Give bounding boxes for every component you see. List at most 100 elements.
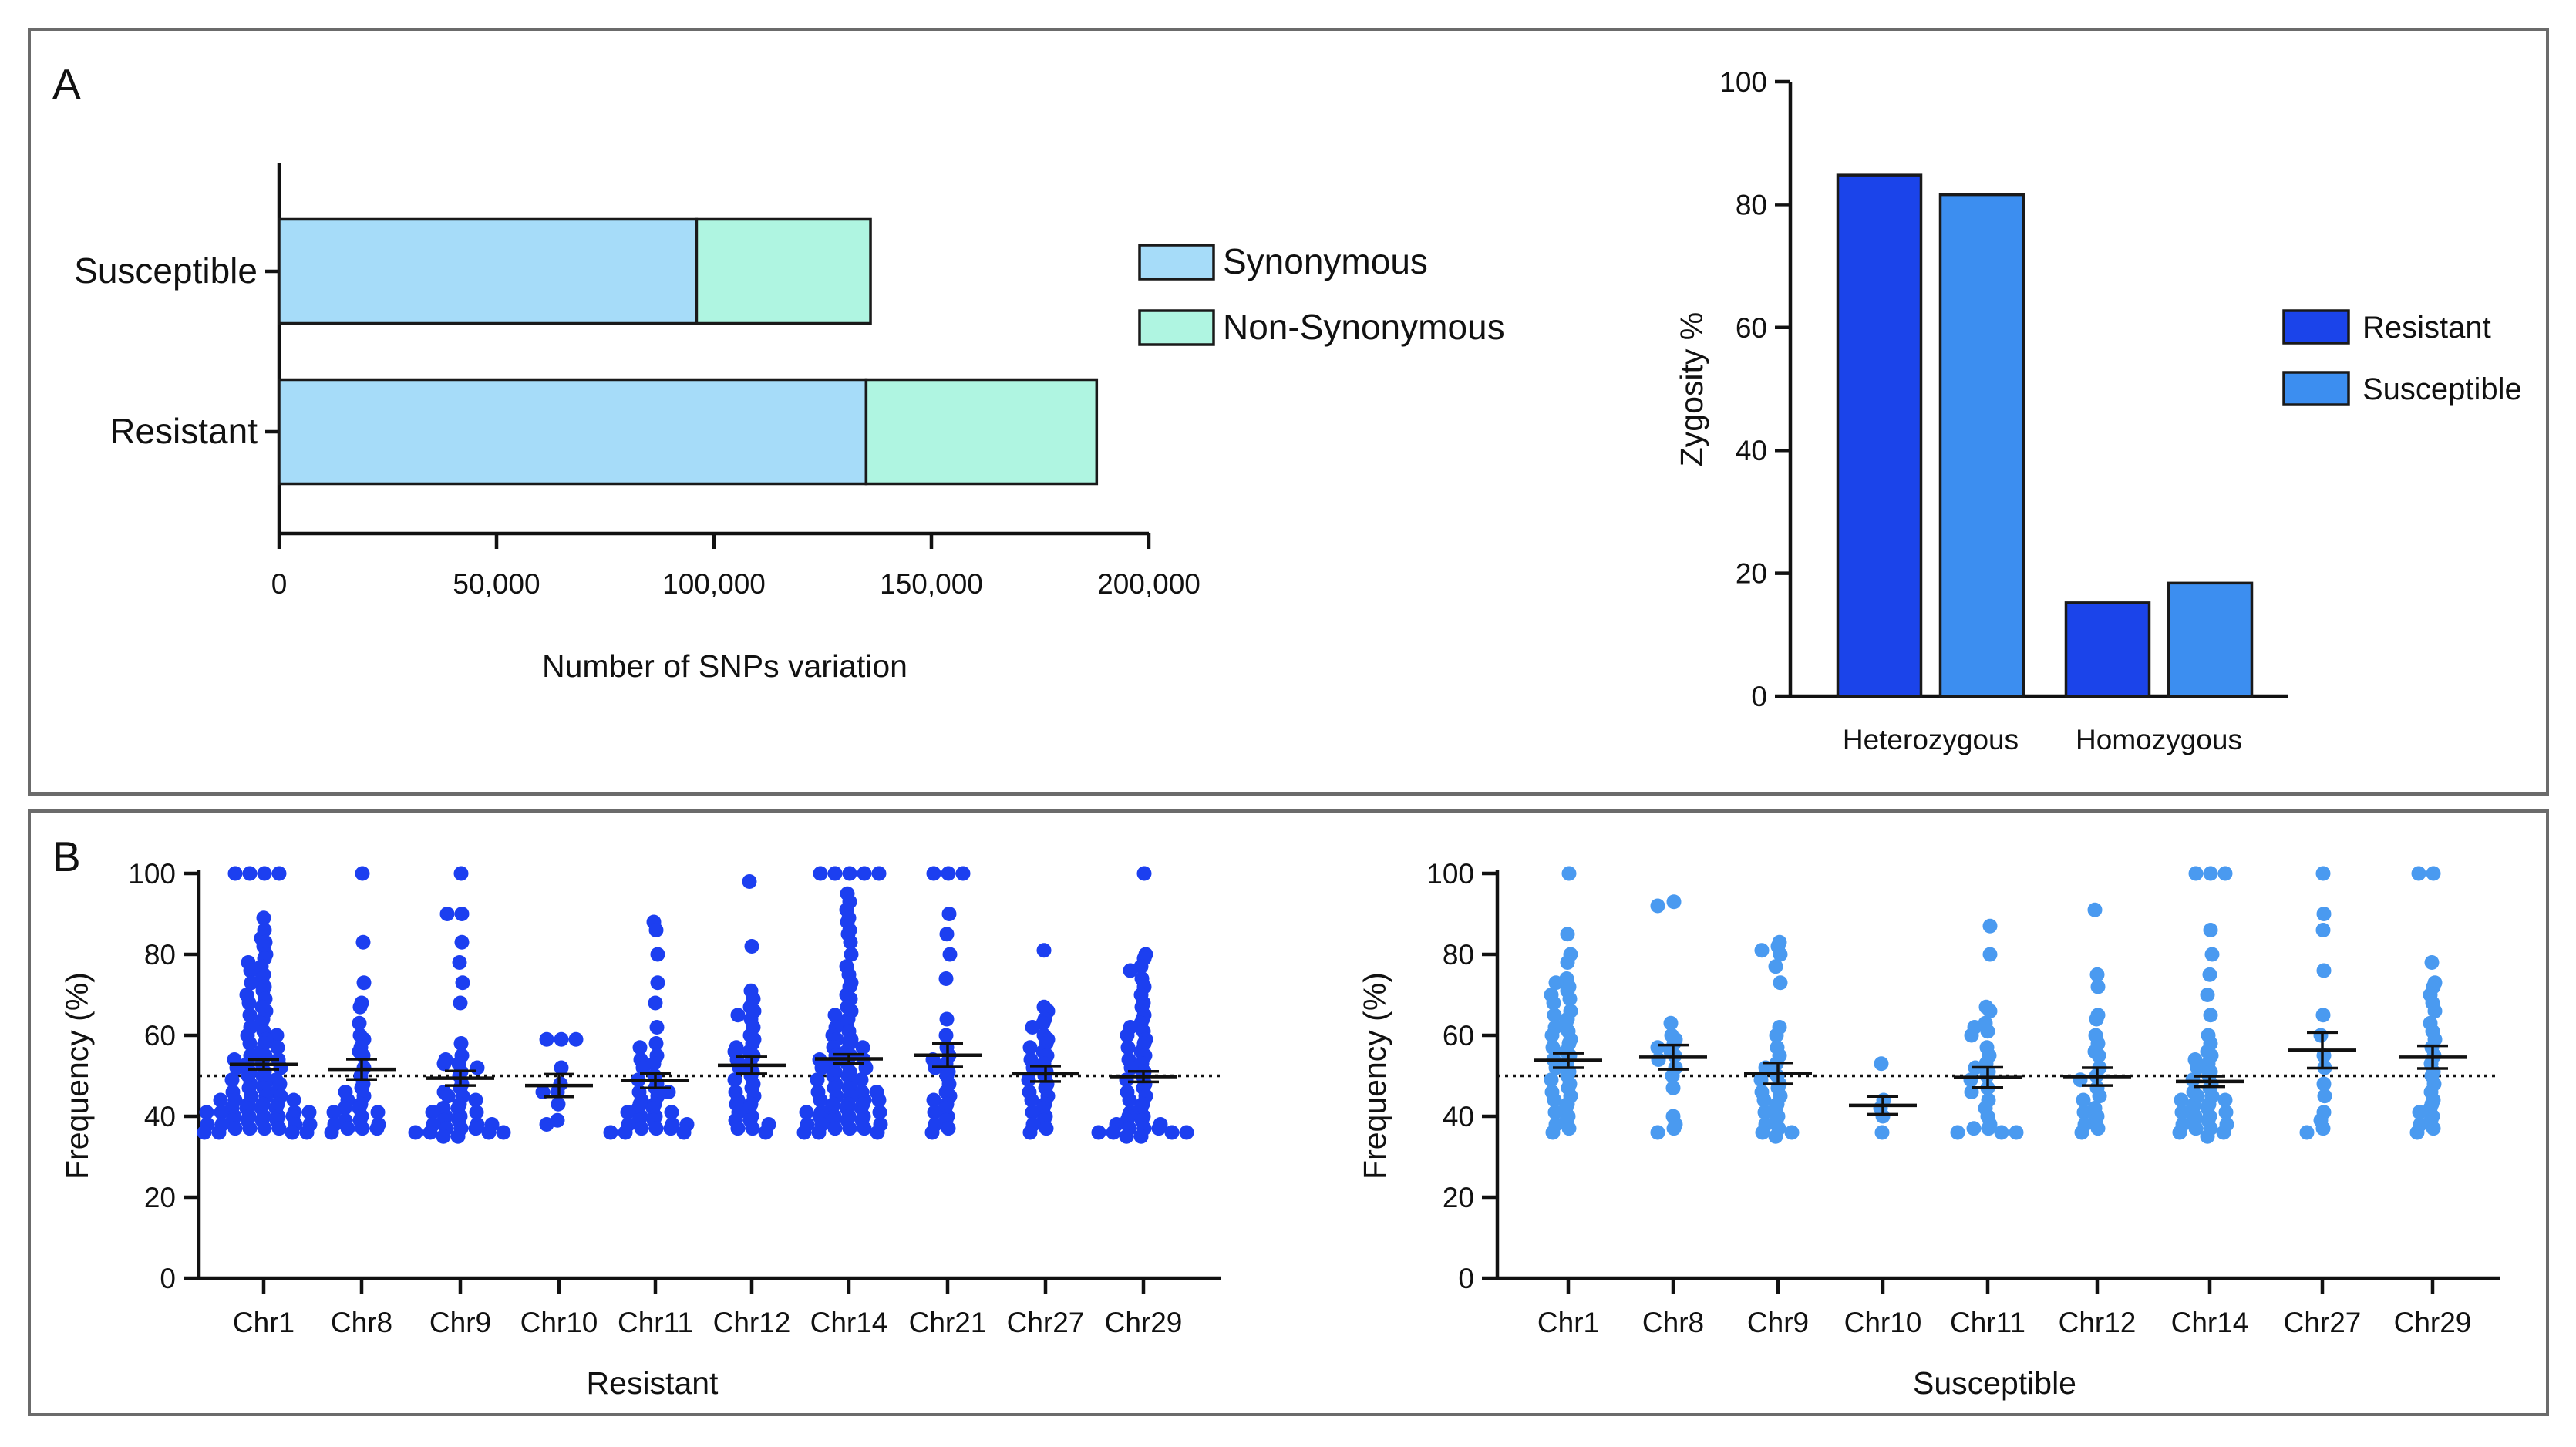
data-point: [468, 1092, 483, 1108]
data-point: [857, 1121, 872, 1136]
data-point: [603, 1125, 618, 1140]
data-point: [1874, 1056, 1889, 1072]
data-point: [455, 975, 470, 991]
data-point: [2426, 1121, 2441, 1136]
x-tick-label: Chr21: [909, 1307, 987, 1338]
data-point: [926, 1092, 941, 1108]
data-point: [481, 1125, 497, 1140]
data-point: [871, 866, 887, 881]
x-tick-label: 150,000: [880, 568, 983, 600]
data-point: [1773, 975, 1788, 991]
data-point: [1021, 1072, 1036, 1088]
data-point: [370, 1105, 386, 1120]
data-point: [941, 907, 957, 921]
data-point: [241, 995, 257, 1011]
data-point: [1025, 1020, 1040, 1035]
data-point: [727, 1072, 742, 1088]
data-point: [814, 1060, 830, 1075]
data-point: [2076, 1092, 2091, 1108]
x-tick-label: Chr27: [1007, 1307, 1085, 1338]
data-point: [243, 963, 258, 978]
data-point: [2087, 902, 2103, 917]
data-point: [2174, 1105, 2190, 1120]
data-point: [242, 1036, 258, 1051]
bar-non-synonymous: [864, 378, 1099, 486]
data-point: [453, 1036, 469, 1051]
legend-swatch: [1138, 244, 1215, 281]
data-point: [355, 934, 371, 950]
data-point: [1756, 1092, 1772, 1108]
y-axis-title: Frequency (%): [59, 972, 95, 1179]
legend-label: Resistant: [2362, 311, 2491, 345]
panel-a-label: A: [52, 60, 81, 108]
bar-susceptible: [1938, 193, 2025, 698]
data-point: [2090, 979, 2106, 994]
data-point: [423, 1125, 438, 1140]
x-tick-label: Chr8: [1642, 1307, 1704, 1338]
y-tick-label: 20: [1736, 558, 1767, 590]
y-tick-label: 80: [1443, 939, 1474, 971]
data-point: [2009, 1125, 2024, 1140]
data-point: [1982, 1004, 1998, 1018]
data-point: [938, 971, 954, 986]
data-point: [2315, 1121, 2331, 1136]
data-point: [941, 866, 956, 881]
legend-swatch: [1138, 309, 1215, 346]
data-point: [620, 1105, 635, 1120]
x-tick-label: Chr11: [618, 1307, 693, 1338]
x-tick-label: Chr10: [1844, 1307, 1922, 1338]
data-point: [1651, 1052, 1666, 1067]
data-point: [1754, 943, 1770, 958]
data-point: [1106, 1125, 1121, 1140]
data-point: [1561, 866, 1577, 881]
data-point: [436, 1129, 451, 1144]
data-point: [1120, 1028, 1135, 1043]
data-point: [1994, 1125, 2009, 1140]
data-point: [842, 1121, 857, 1136]
data-point: [326, 1105, 342, 1120]
data-point: [871, 1092, 887, 1108]
y-tick-label: 40: [1443, 1101, 1474, 1132]
bar-non-synonymous: [695, 217, 872, 325]
data-point: [256, 910, 271, 926]
data-point: [270, 1040, 285, 1055]
y-tick-label: 20: [1443, 1182, 1474, 1213]
data-point: [730, 1008, 746, 1023]
bar-resistant: [1836, 173, 1923, 698]
data-point: [468, 1121, 483, 1136]
y-tick-label: Resistant: [109, 411, 258, 451]
data-point: [2203, 866, 2218, 881]
data-point: [352, 1015, 367, 1031]
data-point: [857, 866, 872, 881]
x-tick-label: Heterozygous: [1843, 724, 2019, 755]
data-point: [648, 1036, 664, 1051]
y-tick-label: 60: [1443, 1020, 1474, 1052]
x-tick-label: Chr11: [1950, 1307, 2025, 1338]
data-point: [1784, 1125, 1800, 1140]
data-point: [257, 866, 272, 881]
data-point: [1151, 1121, 1167, 1136]
data-point: [1025, 1060, 1041, 1075]
data-point: [827, 866, 843, 881]
data-point: [2426, 866, 2441, 881]
data-point: [924, 1125, 940, 1140]
y-tick-label: 100: [1719, 66, 1767, 98]
panel-b-frame: [28, 809, 2549, 1416]
data-point: [554, 1060, 569, 1075]
data-point: [1982, 918, 1998, 934]
data-point: [1964, 1028, 1979, 1043]
data-point: [1874, 1125, 1890, 1140]
data-point: [1039, 1121, 1054, 1136]
y-tick-label: 100: [1426, 858, 1474, 890]
data-point: [2203, 1008, 2218, 1023]
data-point: [2204, 947, 2220, 962]
data-point: [2200, 988, 2215, 1002]
data-point: [663, 1121, 679, 1136]
data-point: [648, 923, 664, 937]
data-point: [664, 1105, 679, 1120]
data-point: [1544, 1072, 1559, 1088]
data-point: [242, 866, 258, 881]
data-point: [1966, 1121, 1982, 1136]
data-point: [844, 947, 859, 962]
data-point: [453, 995, 468, 1011]
